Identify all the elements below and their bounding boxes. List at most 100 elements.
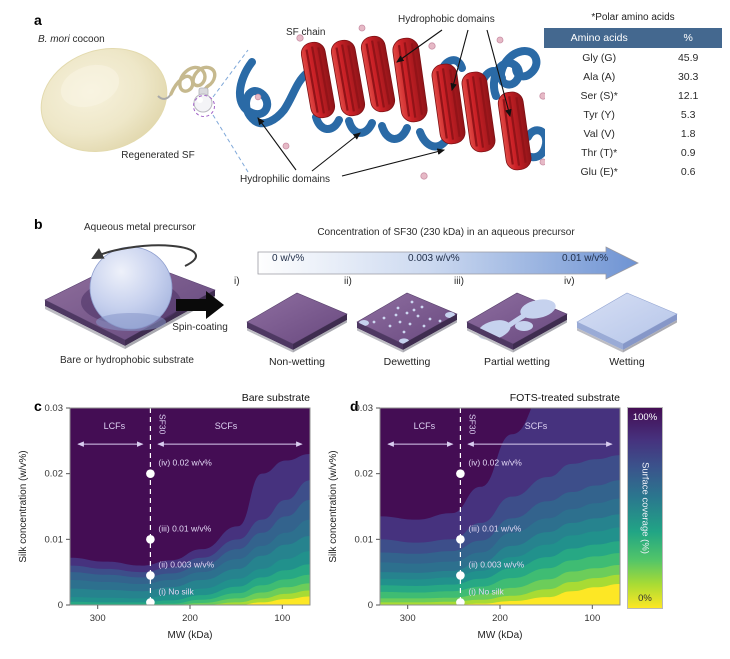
regenerated-sf-label: Regenerated SF bbox=[121, 150, 195, 161]
table-cell: Ala (A) bbox=[583, 70, 616, 83]
x-tick-label: 300 bbox=[400, 613, 416, 624]
stage-numeral: ii) bbox=[344, 276, 352, 287]
substrate-icon-non-wetting bbox=[246, 292, 348, 353]
x-tick-label: 200 bbox=[182, 613, 198, 624]
table-cell: 0.6 bbox=[680, 165, 696, 178]
substrate-icon-dewetting bbox=[356, 292, 458, 353]
silk-fiber-squiggle bbox=[157, 65, 217, 100]
x-tick-label: 300 bbox=[90, 613, 106, 624]
substrate-icon-wetting bbox=[576, 292, 678, 353]
contour-plot-bare-substrate: LCFs SCFs SF30 (iv) 0.02 w/v% (iii) 0.01 w/v… bbox=[18, 392, 311, 641]
annotation-label-i: (i) No silk bbox=[468, 586, 504, 596]
table-row: Tyr (Y) 5.3 bbox=[544, 105, 722, 124]
amino-acid-col-header-1: % bbox=[683, 32, 693, 44]
x-axis-label: MW (kDa) bbox=[478, 630, 523, 641]
stage-caption: Dewetting bbox=[383, 356, 431, 368]
hydrophilic-arrows bbox=[257, 117, 446, 177]
amino-acid-table-header-row: Amino acids% bbox=[544, 28, 722, 48]
stage-caption: Partial wetting bbox=[484, 356, 550, 368]
y-tick-label: 0.03 bbox=[45, 403, 64, 414]
concentration-gradient-arrow bbox=[257, 246, 639, 280]
concentration-arrow-title: Concentration of SF30 (230 kDa) in an aq… bbox=[317, 227, 575, 238]
colorbar-axis-label: Surface coverage (%) bbox=[639, 462, 651, 554]
x-tick-label: 200 bbox=[492, 613, 508, 624]
stage-numeral: i) bbox=[234, 276, 240, 287]
substrate-icon-partial-wetting bbox=[466, 292, 568, 353]
annotation-label-ii: (ii) 0.003 w/v% bbox=[158, 559, 214, 569]
regenerated-sf-vial bbox=[193, 87, 215, 117]
y-tick-label: 0 bbox=[368, 600, 373, 611]
hydrophilic-domains-label: Hydrophilic domains bbox=[240, 174, 331, 185]
wetting-stage-dewetting: ii) Dewetting bbox=[344, 276, 462, 376]
y-tick-label: 0.02 bbox=[45, 469, 64, 480]
arrow-tick-1: 0.003 w/v% bbox=[408, 253, 460, 264]
table-cell: 0.9 bbox=[680, 146, 696, 159]
y-tick-label: 0.01 bbox=[355, 534, 374, 545]
annotation-label-ii: (ii) 0.003 w/v% bbox=[468, 559, 524, 569]
annotation-label-iv: (iv) 0.02 w/v% bbox=[158, 458, 212, 468]
table-cell: 45.9 bbox=[677, 51, 699, 64]
arrow-tick-0: 0 w/v% bbox=[272, 253, 305, 264]
arrow-tick-2: 0.01 w/v% bbox=[562, 253, 609, 264]
bare-substrate-caption: Bare or hydrophobic substrate bbox=[60, 355, 194, 366]
stage-numeral: iv) bbox=[564, 276, 575, 287]
table-cell: Ser (S)* bbox=[580, 89, 618, 102]
table-cell: Glu (E)* bbox=[580, 165, 618, 178]
panel-a-illustration bbox=[40, 24, 545, 180]
panel-d-letter: d bbox=[350, 398, 359, 414]
scfs-label: SCFs bbox=[215, 421, 238, 431]
amino-acid-col-header-0: Amino acids bbox=[570, 32, 628, 44]
cocoon-illustration bbox=[40, 47, 168, 153]
hydrophobic-arrows bbox=[396, 29, 512, 118]
contour-bands bbox=[70, 408, 310, 605]
lcfs-label: LCFs bbox=[414, 421, 436, 431]
sf30-line-label: SF30 bbox=[157, 414, 167, 435]
stage-caption: Non-wetting bbox=[268, 356, 326, 368]
wetting-stage-partial-wetting: iii) Partial wetting bbox=[454, 276, 572, 376]
annotation-dot-iii bbox=[146, 535, 155, 544]
annotation-dot-iii bbox=[456, 535, 465, 544]
surface-coverage-colorbar: 100% Surface coverage (%) 0% bbox=[627, 407, 663, 609]
sf30-line-label: SF30 bbox=[467, 414, 477, 435]
annotation-label-iv: (iv) 0.02 w/v% bbox=[468, 458, 522, 468]
y-axis-label: Silk concentration (w/v%) bbox=[18, 450, 29, 562]
table-row: Ser (S)* 12.1 bbox=[544, 86, 722, 105]
colorbar-min-label: 0% bbox=[638, 593, 652, 604]
cocoon-label: B. mori cocoon bbox=[38, 34, 105, 47]
hydrophobic-domain-cylinders bbox=[300, 35, 532, 171]
substrate-front-edge bbox=[45, 300, 125, 346]
plot-title: FOTS-treated substrate bbox=[510, 392, 620, 404]
contour-plot-fots-substrate: LCFs SCFs SF30 (iv) 0.02 w/v% (iii) 0.01 w/v… bbox=[328, 392, 621, 641]
spin-coating-label: Spin-coating bbox=[172, 322, 228, 333]
annotation-dot-ii bbox=[456, 571, 465, 580]
aqueous-precursor-label: Aqueous metal precursor bbox=[84, 222, 196, 233]
stage-numeral: iii) bbox=[454, 276, 464, 287]
amino-acid-table: *Polar amino acids Amino acids% Gly (G) 4… bbox=[544, 12, 722, 181]
table-cell: 1.8 bbox=[680, 127, 696, 140]
y-axis-label: Silk concentration (w/v%) bbox=[328, 450, 339, 562]
contour-bands bbox=[380, 408, 620, 605]
table-row: Thr (T)* 0.9 bbox=[544, 143, 722, 162]
wetting-stage-non-wetting: i) Non-wetting bbox=[234, 276, 352, 376]
table-cell: Thr (T)* bbox=[581, 146, 618, 159]
stage-caption: Wetting bbox=[609, 356, 645, 368]
annotation-label-i: (i) No silk bbox=[158, 586, 194, 596]
panel-b-letter: b bbox=[34, 216, 43, 232]
annotation-label-iii: (iii) 0.01 w/v% bbox=[158, 523, 211, 533]
sf-chain-label: SF chain bbox=[286, 27, 326, 38]
annotation-dot-iv bbox=[456, 469, 465, 478]
spin-coating-arrow-icon bbox=[176, 291, 224, 319]
scfs-label: SCFs bbox=[525, 421, 548, 431]
colorbar-max-label: 100% bbox=[632, 412, 658, 423]
cocoon-species: B. mori bbox=[38, 34, 70, 45]
wetting-stage-wetting: iv) Wetting bbox=[564, 276, 682, 376]
wetting-stages-row: i) Non-wetting ii) Dewetting iii) Partial wet… bbox=[234, 276, 682, 376]
table-row: Gly (G) 45.9 bbox=[544, 48, 722, 67]
x-tick-label: 100 bbox=[584, 613, 600, 624]
magnifier-dashed-circle bbox=[193, 95, 215, 117]
table-cell: Tyr (Y) bbox=[583, 108, 615, 121]
annotation-dot-ii bbox=[146, 571, 155, 580]
hydrophobic-domains-label: Hydrophobic domains bbox=[398, 14, 495, 25]
polar-residue-dots bbox=[254, 24, 545, 180]
